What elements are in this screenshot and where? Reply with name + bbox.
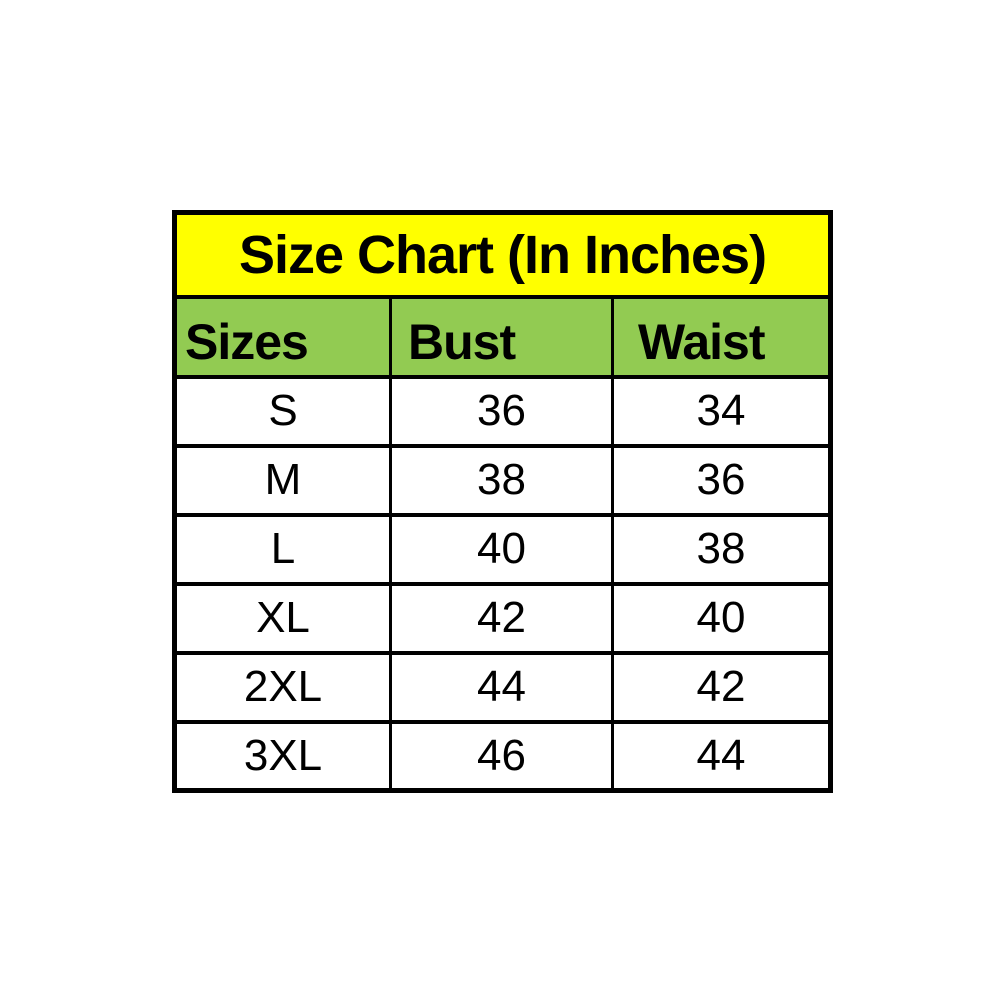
table-title-row: Size Chart (In Inches) — [172, 210, 833, 299]
cell-waist: 36 — [610, 443, 833, 517]
column-header-waist: Waist — [610, 294, 833, 379]
cell-waist: 40 — [610, 581, 833, 655]
cell-bust: 44 — [389, 650, 614, 724]
size-chart-table: Size Chart (In Inches) Sizes Bust Waist … — [172, 210, 834, 793]
cell-bust: 36 — [389, 374, 614, 448]
table-row: M 38 36 — [173, 443, 833, 517]
cell-size: 3XL — [173, 719, 392, 793]
cell-size: L — [173, 512, 392, 586]
table-row: 2XL 44 42 — [173, 650, 833, 724]
column-header-bust: Bust — [389, 294, 614, 379]
table-header-row: Sizes Bust Waist — [173, 294, 833, 379]
cell-waist: 38 — [610, 512, 833, 586]
table-row: 3XL 46 44 — [173, 719, 833, 793]
cell-waist: 42 — [610, 650, 833, 724]
cell-size: S — [173, 374, 392, 448]
cell-waist: 34 — [610, 374, 833, 448]
cell-bust: 42 — [389, 581, 614, 655]
table-title: Size Chart (In Inches) — [172, 210, 833, 299]
cell-bust: 40 — [389, 512, 614, 586]
column-header-sizes: Sizes — [173, 294, 392, 379]
cell-bust: 46 — [389, 719, 614, 793]
table-row: L 40 38 — [173, 512, 833, 586]
cell-bust: 38 — [389, 443, 614, 517]
cell-size: 2XL — [173, 650, 392, 724]
cell-waist: 44 — [610, 719, 833, 793]
table-row: XL 42 40 — [173, 581, 833, 655]
cell-size: XL — [173, 581, 392, 655]
cell-size: M — [173, 443, 392, 517]
table-row: S 36 34 — [173, 374, 833, 448]
